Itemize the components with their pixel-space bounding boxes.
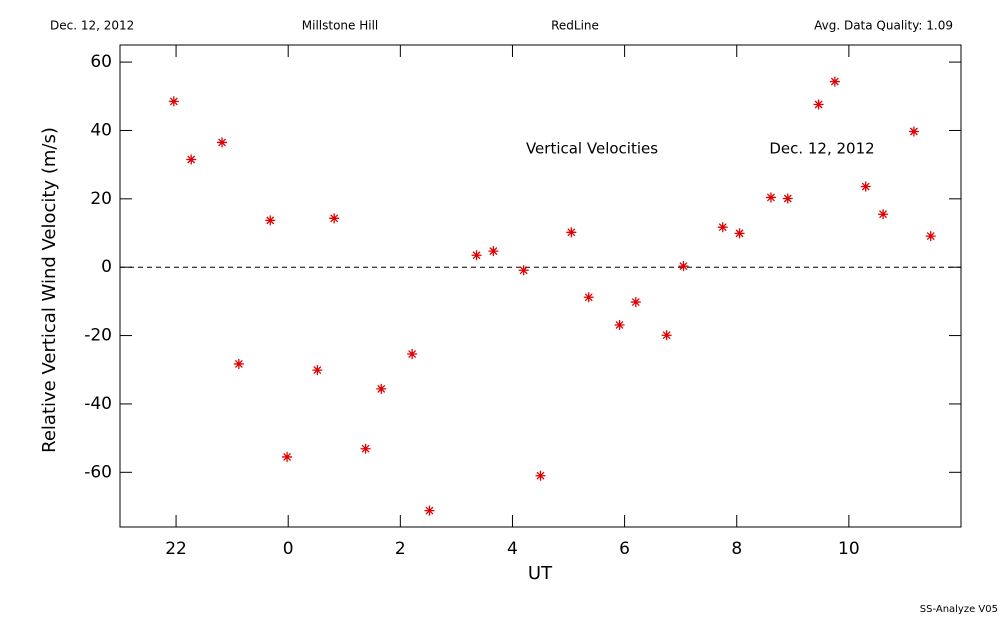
- data-point: [424, 505, 435, 516]
- y-tick-label: -20: [84, 326, 112, 346]
- y-tick-label: 0: [101, 257, 112, 277]
- data-point: [407, 349, 418, 360]
- data-point: [471, 250, 482, 261]
- data-point: [282, 451, 293, 462]
- header-site: Millstone Hill: [302, 19, 378, 33]
- data-point: [813, 99, 824, 110]
- data-point: [734, 228, 745, 239]
- y-tick-label: 60: [90, 52, 112, 72]
- y-tick-label: 40: [90, 120, 112, 140]
- data-point: [265, 215, 276, 226]
- y-tick-label: 20: [90, 189, 112, 209]
- data-point: [765, 192, 776, 203]
- data-point: [614, 319, 625, 330]
- data-point: [717, 222, 728, 233]
- annotation: Vertical Velocities: [526, 140, 658, 158]
- x-tick-label: 6: [619, 539, 630, 559]
- y-axis-title: Relative Vertical Wind Velocity (m/s): [39, 127, 60, 453]
- x-tick-label: 8: [731, 539, 742, 559]
- data-point: [518, 265, 529, 276]
- data-point: [360, 443, 371, 454]
- data-point: [217, 137, 228, 148]
- data-point: [376, 383, 387, 394]
- y-tick-label: -40: [84, 394, 112, 414]
- data-point: [488, 246, 499, 257]
- data-point: [583, 292, 594, 303]
- data-point: [186, 154, 197, 165]
- x-tick-label: 2: [395, 539, 406, 559]
- data-point: [630, 297, 641, 308]
- data-point: [312, 365, 323, 376]
- header-date: Dec. 12, 2012: [50, 19, 134, 33]
- x-tick-label: 0: [283, 539, 294, 559]
- x-tick-label: 10: [838, 539, 860, 559]
- data-point: [925, 231, 936, 242]
- header-instrument: RedLine: [551, 19, 599, 33]
- data-point: [566, 227, 577, 238]
- data-point: [233, 358, 244, 369]
- data-point: [329, 213, 340, 224]
- data-point: [782, 193, 793, 204]
- data-point: [860, 181, 871, 192]
- x-tick-label: 4: [507, 539, 518, 559]
- data-point: [535, 470, 546, 481]
- data-point: [878, 209, 889, 220]
- data-point: [829, 76, 840, 87]
- header-quality: Avg. Data Quality: 1.09: [814, 19, 953, 33]
- x-tick-label: 22: [165, 539, 187, 559]
- footer: SS-Analyze V05: [920, 604, 998, 615]
- x-axis-title: UT: [528, 563, 553, 584]
- data-point: [168, 96, 179, 107]
- annotation: Dec. 12, 2012: [769, 140, 874, 158]
- data-point: [678, 261, 689, 272]
- y-tick-label: -60: [84, 462, 112, 482]
- data-point: [661, 330, 672, 341]
- data-point: [908, 126, 919, 137]
- plot-frame: [119, 44, 962, 528]
